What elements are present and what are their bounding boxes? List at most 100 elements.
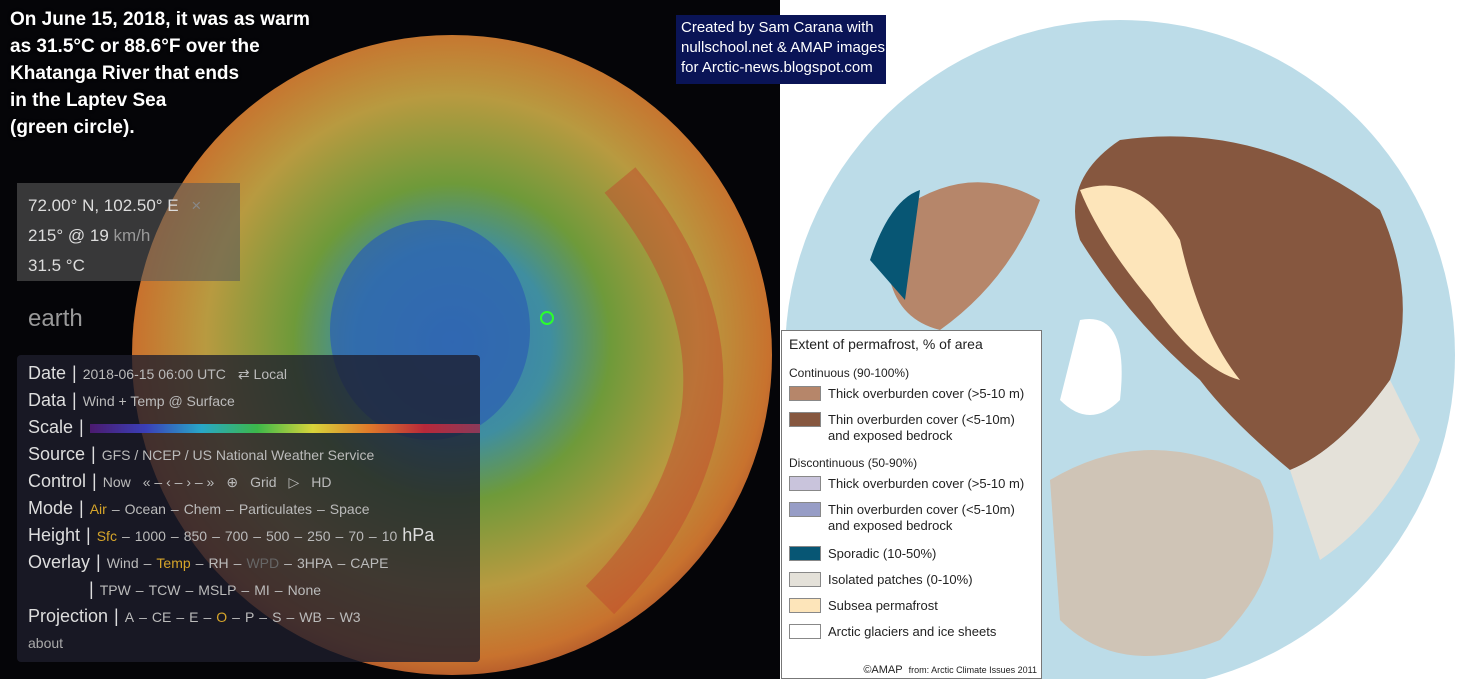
menu-item[interactable]: WB	[299, 609, 322, 625]
menu-row: Mode | Air – Ocean – Chem – Particulates – Space	[28, 495, 370, 522]
menu-row: Date | 2018-06-15 06:00 UTC ⇄ Local	[28, 360, 299, 387]
legend-line: Thick overburden cover (>5-10 m)	[828, 476, 1025, 491]
coordinates-text: 72.00° N, 102.50° E	[28, 196, 179, 215]
caption-line: Khatanga River that ends	[10, 63, 240, 84]
menu-item[interactable]: WPD	[246, 555, 280, 571]
credit-line: nullschool.net & AMAP images	[681, 39, 886, 56]
menu-item[interactable]: A	[124, 609, 135, 625]
menu-item[interactable]: Now	[102, 474, 131, 490]
menu-item[interactable]: ⊕	[226, 474, 239, 490]
menu-item[interactable]: HD	[311, 474, 332, 490]
legend-text: Subsea permafrost	[828, 598, 938, 614]
wind-unit[interactable]: km/h	[113, 226, 151, 245]
color-scale	[89, 423, 480, 433]
legend-item: Sporadic (10-50%)	[789, 546, 1041, 562]
menu-item[interactable]: Chem	[183, 501, 222, 517]
menu-item[interactable]: Grid	[250, 474, 277, 490]
isolated-area	[1290, 380, 1420, 560]
wind-text: 215° @ 19	[28, 226, 109, 245]
legend-swatch	[789, 412, 821, 427]
legend-swatch	[789, 572, 821, 587]
menu-item[interactable]: CAPE	[350, 555, 389, 571]
caption-line: as 31.5°C or 88.6°F over the	[10, 36, 260, 57]
menu-item[interactable]: TCW	[148, 582, 181, 598]
separator: –	[176, 609, 185, 625]
menu-item[interactable]: MSLP	[198, 582, 237, 598]
legend-swatch	[789, 386, 821, 401]
separator: –	[294, 528, 303, 544]
menu-item[interactable]: 850	[183, 528, 208, 544]
separator: –	[121, 528, 130, 544]
credit-line: Created by Sam Carana with	[681, 19, 874, 36]
menu: Date | 2018-06-15 06:00 UTC ⇄ Local Data | Win…	[17, 355, 480, 662]
legend-swatch	[789, 546, 821, 561]
source: from: Arctic Climate Issues 2011	[908, 665, 1037, 675]
menu-item[interactable]: 500	[266, 528, 290, 544]
menu-item[interactable]: GFS / NCEP / US National Weather Service	[101, 447, 375, 463]
legend-heading: Continuous (90-100%)	[789, 366, 910, 380]
legend-item: Thick overburden cover (>5-10 m)	[789, 386, 1041, 402]
caption-line: On June 15, 2018, it was as warm	[10, 9, 310, 30]
menu-item[interactable]: Wind	[106, 555, 139, 571]
legend-item: Isolated patches (0-10%)	[789, 572, 1041, 588]
menu-item[interactable]: RH	[208, 555, 229, 571]
greenland	[1060, 319, 1122, 415]
menu-item[interactable]: Space	[329, 501, 370, 517]
separator: –	[143, 555, 152, 571]
about-link[interactable]: about	[28, 635, 64, 651]
divider: |	[86, 525, 91, 545]
separator: –	[226, 501, 234, 517]
land-canada	[890, 182, 1040, 330]
separator: –	[185, 582, 194, 598]
menu-item[interactable]: E	[189, 609, 199, 625]
menu-item[interactable]: P	[244, 609, 255, 625]
menu-item[interactable]: Ocean	[124, 501, 166, 517]
menu-label: Source	[28, 444, 86, 464]
separator: –	[203, 609, 212, 625]
location-marker	[540, 311, 554, 325]
menu-item[interactable]: ⇄ Local	[237, 366, 288, 382]
menu-item[interactable]: MI	[254, 582, 270, 598]
separator: –	[368, 528, 377, 544]
separator: –	[326, 609, 335, 625]
menu-item[interactable]: ▷	[288, 474, 300, 490]
menu-item[interactable]: None	[287, 582, 322, 598]
legend-swatch	[789, 598, 821, 613]
menu-item[interactable]: CE	[151, 609, 172, 625]
caption-line: in the Laptev Sea	[10, 90, 167, 111]
menu-item[interactable]: 250	[307, 528, 331, 544]
menu-item[interactable]: Wind + Temp @ Surface	[82, 393, 235, 409]
separator: –	[232, 609, 240, 625]
menu-row: Height | Sfc –1000–850–700–500–250–70–10 hPa	[28, 522, 434, 549]
unit: hPa	[402, 525, 435, 545]
menu-item[interactable]: W3	[339, 609, 361, 625]
menu-row: Overlay | Wind – Temp – RH – WPD –3HPA – CAPE	[28, 549, 388, 576]
legend-text: Thin overburden cover (<5-10m) and expose…	[828, 502, 1015, 534]
separator: –	[317, 501, 325, 517]
legend-text: Thick overburden cover (>5-10 m)	[828, 386, 1024, 402]
divider: |	[96, 552, 101, 572]
brand[interactable]: earth	[28, 305, 83, 332]
menu-item[interactable]: 10	[381, 528, 398, 544]
legend: Extent of permafrost, % of area Continuou…	[781, 330, 1042, 679]
separator: –	[286, 609, 295, 625]
legend-item: Subsea permafrost	[789, 598, 1041, 614]
menu-item[interactable]: « – ‹ – › – »	[142, 474, 215, 490]
credit: Created by Sam Carana with nullschool.net…	[676, 15, 886, 84]
menu-item[interactable]: Particulates	[238, 501, 312, 517]
menu-item[interactable]: 700	[224, 528, 249, 544]
close-button[interactable]: ×	[191, 196, 202, 215]
menu-item[interactable]: Air	[89, 501, 107, 517]
menu-item[interactable]: 1000	[134, 528, 166, 544]
menu-item[interactable]: O	[216, 609, 228, 625]
menu-item[interactable]: 3HPA	[296, 555, 333, 571]
legend-text: Isolated patches (0-10%)	[828, 572, 973, 588]
menu-item[interactable]: 70	[348, 528, 364, 544]
menu-item[interactable]: S	[272, 609, 282, 625]
menu-item[interactable]: Sfc	[96, 528, 117, 544]
menu-item[interactable]: 2018-06-15 06:00 UTC	[82, 366, 226, 382]
separator: –	[241, 582, 250, 598]
menu-item[interactable]: TPW	[99, 582, 131, 598]
menu-item[interactable]: Temp	[156, 555, 191, 571]
